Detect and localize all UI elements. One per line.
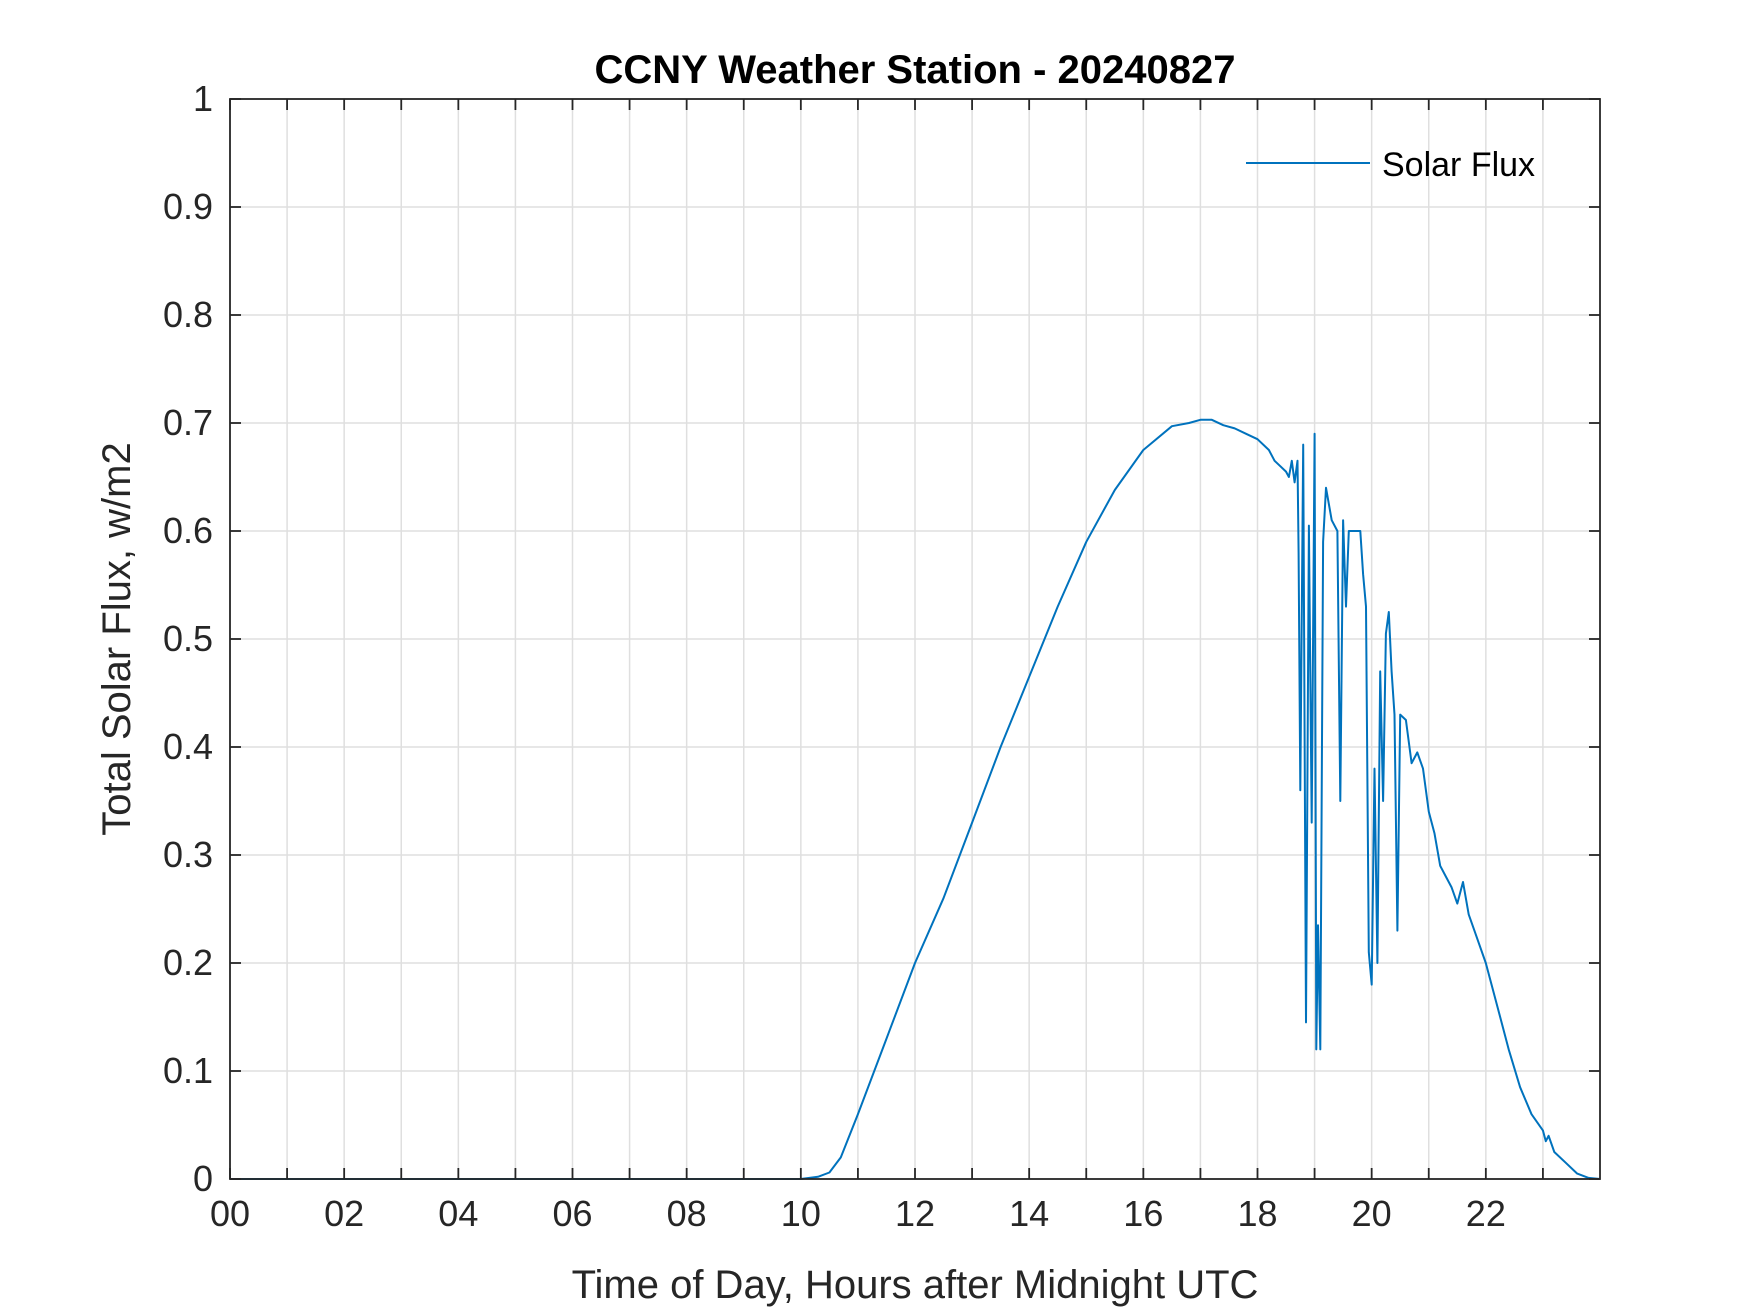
y-tick-label: 1 [193, 78, 213, 119]
x-tick-label: 06 [552, 1193, 592, 1234]
x-tick-label: 10 [781, 1193, 821, 1234]
x-tick-label: 00 [210, 1193, 250, 1234]
series-layer [230, 418, 1601, 1180]
y-tick-label: 0 [193, 1158, 213, 1199]
x-tick-label: 08 [667, 1193, 707, 1234]
y-tick-label: 0.1 [163, 1050, 213, 1091]
x-tick-label: 12 [895, 1193, 935, 1234]
x-tick-label: 14 [1009, 1193, 1049, 1234]
y-tick-label: 0.7 [163, 402, 213, 443]
x-tick-label: 20 [1352, 1193, 1392, 1234]
x-tick-label: 22 [1466, 1193, 1506, 1234]
legend: Solar Flux [1246, 146, 1535, 184]
y-tick-label: 0.8 [163, 294, 213, 335]
x-axis-label: Time of Day, Hours after Midnight UTC [572, 1263, 1259, 1307]
y-tick-label: 0.9 [163, 186, 213, 227]
y-tick-label: 0.3 [163, 834, 213, 875]
x-tick-label: 18 [1237, 1193, 1277, 1234]
x-tick-label: 16 [1123, 1193, 1163, 1234]
y-tick-label: 0.6 [163, 510, 213, 551]
series-line-solar-flux [230, 418, 1601, 1180]
x-tick-label: 02 [324, 1193, 364, 1234]
y-tick-label: 0.2 [163, 942, 213, 983]
x-tick-labels: 00 02 04 06 08 10 12 14 16 18 20 22 [210, 1193, 1506, 1234]
y-tick-label: 0.5 [163, 618, 213, 659]
ticks [229, 98, 1600, 1180]
chart-title: CCNY Weather Station - 20240827 [595, 48, 1236, 92]
y-tick-label: 0.4 [163, 726, 213, 767]
legend-label-solar-flux: Solar Flux [1382, 146, 1535, 184]
y-tick-labels: 0 0.1 0.2 0.3 0.4 0.5 0.6 0.7 0.8 0.9 1 [163, 78, 213, 1199]
y-axis-label: Total Solar Flux, w/m2 [95, 442, 139, 835]
x-tick-label: 04 [438, 1193, 478, 1234]
